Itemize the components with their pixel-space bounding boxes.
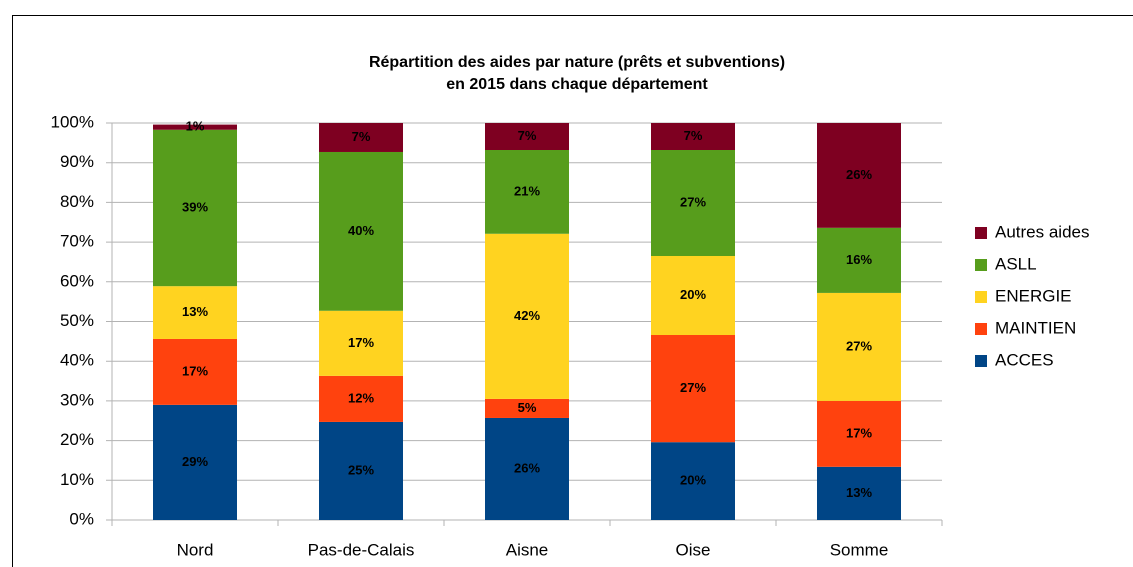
legend-swatch — [975, 227, 987, 239]
data-label: 17% — [348, 335, 374, 350]
bar-segment — [153, 124, 237, 130]
legend-swatch — [975, 259, 987, 271]
bar-segment — [485, 123, 569, 150]
data-label: 13% — [846, 485, 872, 500]
legend-swatch — [975, 291, 987, 303]
bar-segment — [319, 151, 403, 311]
data-label: 5% — [518, 400, 537, 415]
data-label: 13% — [182, 304, 208, 319]
legend-swatch — [975, 323, 987, 335]
y-tick-label: 10% — [60, 470, 94, 489]
data-label: 26% — [846, 167, 872, 182]
data-label: 27% — [846, 338, 872, 353]
data-label: 7% — [684, 128, 703, 143]
x-tick-label: Aisne — [506, 540, 549, 559]
bar-segment — [817, 123, 901, 228]
x-tick-label: Somme — [830, 540, 889, 559]
bar-segment — [153, 404, 237, 520]
bar-segment — [817, 466, 901, 520]
y-tick-label: 0% — [69, 509, 94, 528]
bar-segment — [485, 417, 569, 520]
legend-label: MAINTIEN — [995, 318, 1076, 337]
chart-title: Répartition des aides par nature (prêts … — [369, 54, 785, 71]
bar-segment — [153, 338, 237, 405]
legend-label: ACCES — [995, 350, 1054, 369]
data-label: 16% — [846, 252, 872, 267]
data-label: 39% — [182, 199, 208, 214]
data-label: 1% — [186, 119, 205, 134]
bar-segment — [651, 123, 735, 150]
legend-label: ENERGIE — [995, 286, 1072, 305]
bar-segment — [817, 227, 901, 293]
data-label: 7% — [518, 128, 537, 143]
x-tick-label: Oise — [676, 540, 711, 559]
data-label: 25% — [348, 462, 374, 477]
y-tick-label: 40% — [60, 351, 94, 370]
data-label: 12% — [348, 390, 374, 405]
bar-segment — [651, 442, 735, 520]
y-tick-label: 20% — [60, 430, 94, 449]
legend-label: ASLL — [995, 254, 1037, 273]
chart-title: en 2015 dans chaque département — [446, 76, 708, 93]
data-label: 17% — [846, 425, 872, 440]
bar-segment — [153, 286, 237, 339]
bar-segment — [485, 233, 569, 399]
y-tick-label: 50% — [60, 311, 94, 330]
y-tick-label: 100% — [51, 112, 94, 131]
data-label: 20% — [680, 287, 706, 302]
y-tick-label: 60% — [60, 271, 94, 290]
data-label: 40% — [348, 223, 374, 238]
data-label: 42% — [514, 308, 540, 323]
bar-segment — [651, 149, 735, 256]
data-label: 17% — [182, 363, 208, 378]
data-label: 27% — [680, 194, 706, 209]
bar-segment — [319, 310, 403, 376]
bar-segment — [817, 292, 901, 401]
bar-segment — [485, 398, 569, 418]
data-label: 26% — [514, 460, 540, 475]
x-tick-label: Pas-de-Calais — [308, 540, 415, 559]
bar-segment — [319, 375, 403, 422]
legend-swatch — [975, 355, 987, 367]
data-label: 27% — [680, 380, 706, 395]
bar-segment — [319, 123, 403, 152]
legend-label: Autres aides — [995, 222, 1090, 241]
y-tick-label: 70% — [60, 232, 94, 251]
bar-segment — [817, 400, 901, 467]
data-label: 7% — [352, 129, 371, 144]
bar-segment — [485, 149, 569, 234]
bar-segment — [153, 129, 237, 287]
data-label: 20% — [680, 473, 706, 488]
bar-segment — [651, 334, 735, 443]
y-tick-label: 80% — [60, 192, 94, 211]
data-label: 21% — [514, 183, 540, 198]
bar-segment — [319, 421, 403, 520]
x-tick-label: Nord — [177, 540, 214, 559]
bar-segment — [651, 255, 735, 335]
data-label: 29% — [182, 454, 208, 469]
y-tick-label: 30% — [60, 390, 94, 409]
y-tick-label: 90% — [60, 152, 94, 171]
